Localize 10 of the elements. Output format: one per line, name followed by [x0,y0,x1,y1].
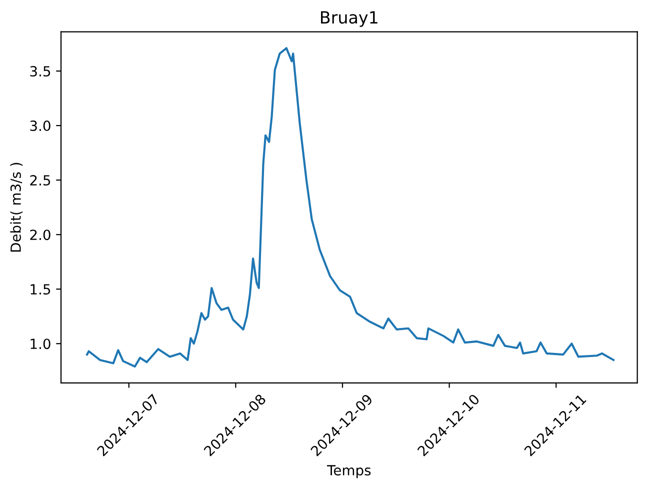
y-tick-label: 2.5 [30,175,50,186]
chart-title: Bruay1 [321,11,378,27]
x-axis-title: Temps [326,465,371,478]
y-tick-label: 1.5 [30,284,50,295]
y-tick-label: 3.5 [30,66,50,77]
y-tick-label: 3.0 [30,120,50,132]
line-series [86,47,615,368]
y-tick-label: 1.0 [30,338,50,350]
y-axis-title: Debit( m3/s ) [10,162,23,252]
y-tick-label: 2.0 [30,230,50,240]
